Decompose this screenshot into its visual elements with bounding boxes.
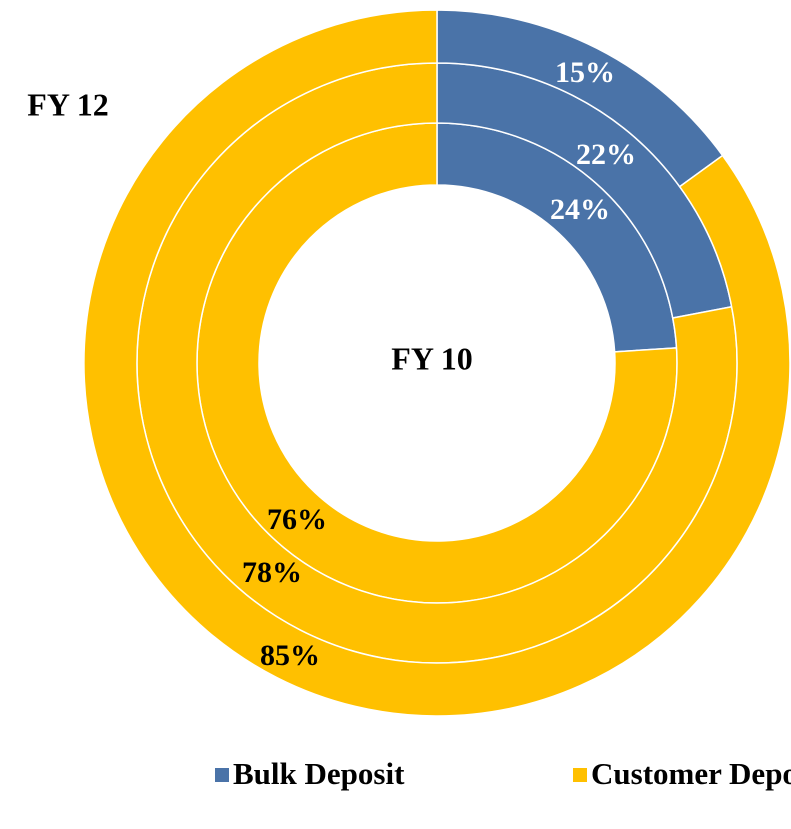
legend-swatch (573, 768, 587, 782)
ring-label: FY 12 (27, 86, 108, 122)
legend-label: Bulk Deposit (233, 756, 405, 791)
data-label: 22% (576, 138, 636, 171)
data-label: 85% (260, 639, 320, 672)
data-label: 76% (267, 503, 327, 536)
data-label: 15% (555, 56, 615, 89)
data-label: 78% (242, 556, 302, 589)
legend-label: Customer Deposit (591, 756, 791, 791)
legend-swatch (215, 768, 229, 782)
ring-label: FY 10 (391, 340, 472, 376)
donut-segment (83, 9, 791, 717)
data-label: 24% (550, 193, 610, 226)
